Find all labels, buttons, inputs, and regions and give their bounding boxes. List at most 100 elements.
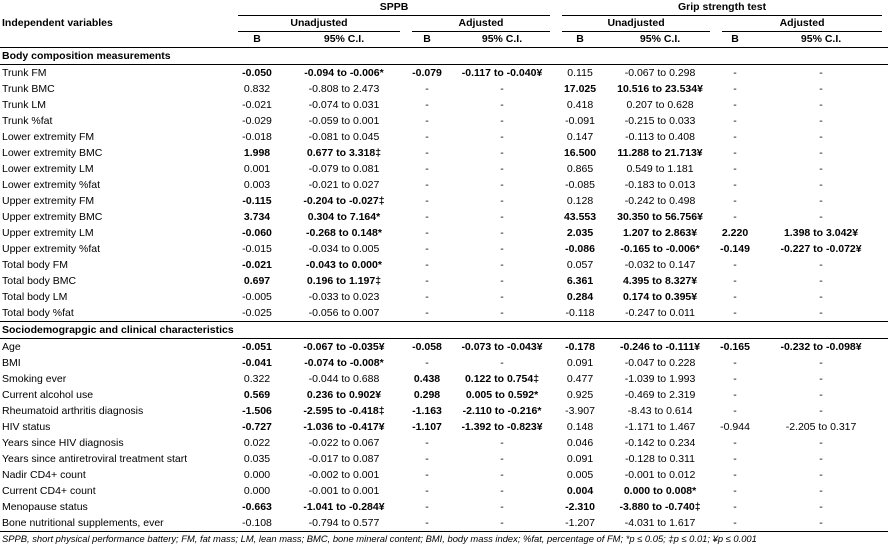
value-cell: - (500, 307, 504, 319)
value-cell: - (733, 469, 737, 481)
data-row: Nadir CD4+ count 0.000 -0.002 to 0.001- -0.… (0, 467, 888, 483)
column-header: 95% C.I. (448, 32, 557, 48)
value-cell: - (733, 163, 737, 175)
value-cell: 0.022 (243, 437, 271, 449)
row-label: Lower extremity LM (2, 163, 94, 175)
value-cell: -0.227 to -0.072¥ (780, 243, 862, 255)
data-row: Current CD4+ count 0.000 -0.001 to 0.001 - -… (0, 483, 888, 499)
value-cell: 16.500 (563, 147, 597, 159)
value-cell: 0.148 (566, 421, 594, 433)
value-cell: 0.925 (566, 389, 594, 401)
value-cell: 0.832 (243, 83, 271, 95)
value-cell: -0.059 to 0.001 (308, 115, 380, 127)
value-cell: - (500, 163, 504, 175)
value-cell: -1.171 to 1.467 (624, 421, 696, 433)
value-cell: -0.215 to 0.033 (624, 115, 696, 127)
value-cell: -0.025 (242, 307, 272, 319)
value-cell: -0.204 to -0.027‡ (303, 195, 385, 207)
value-cell: - (819, 405, 823, 417)
value-cell: - (425, 357, 429, 369)
value-cell: 0.477 (566, 373, 594, 385)
value-cell: 0.236 to 0.902¥ (306, 389, 382, 401)
value-cell: -0.047 to 0.228 (624, 357, 696, 369)
value-cell: 1.207 to 2.863¥ (622, 227, 698, 239)
value-cell: -0.242 to 0.498 (624, 195, 696, 207)
footnote: SPPB, short physical performance battery… (2, 533, 757, 544)
value-cell: -0.081 to 0.045 (308, 131, 380, 143)
subgroup-title: Unadjusted (238, 16, 400, 32)
data-row: Lower extremity LM 0.001 -0.079 to 0.081 - -… (0, 161, 888, 177)
value-cell: -2.595 to -0.418‡ (303, 405, 385, 417)
value-cell: -0.794 to 0.577 (282, 515, 406, 532)
value-cell: -0.091 (565, 115, 595, 127)
value-cell: - (425, 115, 429, 127)
value-cell: 3.734 (243, 211, 271, 223)
value-cell: -0.051 (242, 341, 272, 353)
row-label: Smoking ever (2, 373, 67, 385)
data-row: Trunk BMC 0.832 -0.808 to 2.473 - - 17.025 10.… (0, 81, 888, 97)
value-cell: 0.418 (566, 99, 594, 111)
value-cell: - (733, 83, 737, 95)
value-cell: -4.031 to 1.617 (604, 515, 717, 532)
value-cell: - (500, 211, 504, 223)
results-table: SPPB Grip strength test Unadjusted Adjusted… (0, 0, 888, 532)
value-cell: 0.569 (243, 389, 271, 401)
value-cell: - (819, 373, 823, 385)
row-label: Upper extremity LM (2, 227, 94, 239)
value-cell: -1.107 (412, 421, 442, 433)
row-label: Age (2, 341, 21, 353)
value-cell: - (819, 275, 823, 287)
row-label: BMI (2, 357, 21, 369)
row-label: Years since antiretroviral treatment sta… (2, 453, 188, 465)
value-cell: 11.288 to 21.713¥ (617, 147, 703, 159)
value-cell: -0.113 to 0.408 (625, 131, 695, 143)
value-cell: 0.122 to 0.754‡ (464, 373, 540, 385)
row-label: Total body FM (2, 259, 68, 271)
value-cell: -0.001 to 0.012 (624, 469, 696, 481)
value-cell: - (819, 195, 823, 207)
value-cell: -0.117 to -0.040¥ (461, 67, 543, 79)
value-cell: 17.025 (563, 83, 597, 95)
row-label: HIV status (2, 421, 51, 433)
value-cell: - (819, 437, 823, 449)
value-cell: - (733, 501, 737, 513)
value-cell: 0.005 to 0.592* (465, 389, 539, 401)
value-cell: - (425, 453, 429, 465)
value-cell: -0.021 to 0.027 (308, 179, 380, 191)
value-cell: - (500, 437, 504, 449)
column-header: B (232, 32, 282, 48)
row-label: Nadir CD4+ count (2, 469, 86, 481)
value-cell: - (819, 147, 823, 159)
row-label: Lower extremity %fat (2, 179, 101, 191)
value-cell: -0.033 to 0.023 (308, 291, 380, 303)
data-row: Lower extremity %fat 0.003 -0.021 to 0.027… (0, 177, 888, 193)
data-row: Trunk FM -0.050 -0.094 to -0.006* -0.079 -0.… (0, 65, 888, 82)
value-cell: -0.002 to 0.001 (308, 469, 380, 481)
value-cell: -0.165 to -0.006* (620, 243, 700, 255)
data-row: Current alcohol use 0.569 0.236 to 0.902¥ 0… (0, 387, 888, 403)
value-cell: - (819, 99, 823, 111)
value-cell: 0.046 (566, 437, 594, 449)
value-cell: - (500, 291, 504, 303)
value-cell: -0.094 to -0.006* (304, 67, 384, 79)
value-cell: -0.079 (412, 67, 442, 79)
data-row: Smoking ever 0.322 -0.044 to 0.688 0.438 0.1… (0, 371, 888, 387)
data-row: Total body BMC 0.697 0.196 to 1.197‡ - - 6.36… (0, 273, 888, 289)
value-cell: -0.085 (565, 179, 595, 191)
value-cell: -0.001 to 0.001 (308, 485, 380, 497)
value-cell: -0.808 to 2.473 (308, 83, 380, 95)
data-row: Years since antiretroviral treatment sta… (0, 451, 888, 467)
value-cell: -0.074 to -0.008* (304, 357, 384, 369)
column-header: B (406, 32, 448, 48)
value-cell: 0.304 to 7.164* (307, 211, 381, 223)
header-row: Independent variables B 95% C.I. B 95% C.I. B… (0, 16, 888, 48)
value-cell: -0.067 to -0.035¥ (303, 341, 385, 353)
value-cell: -0.247 to 0.011 (625, 307, 695, 319)
value-cell: -2.205 to 0.317 (785, 421, 857, 433)
value-cell: - (500, 275, 504, 287)
group-header: Grip strength test (556, 0, 888, 16)
section-title: Sociodemograpgic and clinical characteri… (0, 321, 888, 339)
header-row: Unadjusted Adjusted Unadjusted Adjusted (0, 16, 888, 32)
row-label: Current CD4+ count (2, 485, 96, 497)
value-cell: - (819, 453, 823, 465)
